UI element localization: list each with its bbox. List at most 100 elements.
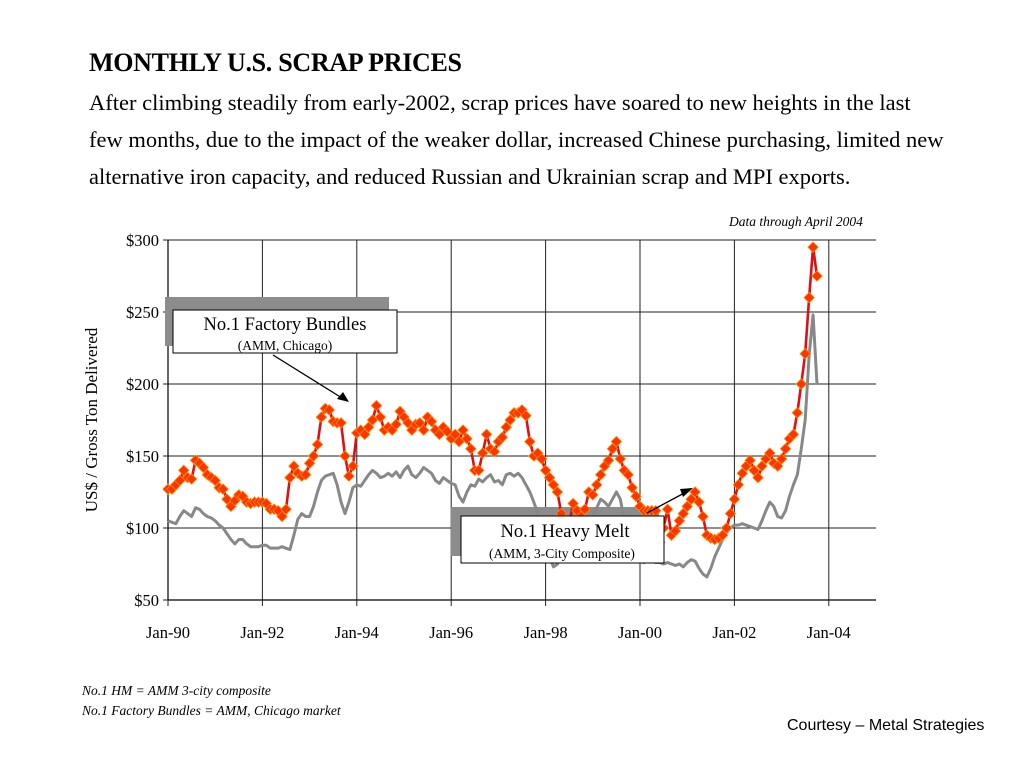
factory-bundles-point xyxy=(370,399,383,412)
factory-bundles-point xyxy=(736,467,749,480)
heavy-melt-arrowhead-icon xyxy=(680,488,693,497)
courtesy-credit: Courtesy – Metal Strategies xyxy=(787,717,985,734)
y-axis-label: US$ / Gross Ton Delivered xyxy=(82,327,101,512)
factory-bundles-point xyxy=(547,479,560,491)
factory-bundles-point xyxy=(673,515,686,527)
heavy-melt-sublabel: (AMM, 3-City Composite) xyxy=(489,546,635,561)
factory-bundles-point xyxy=(779,443,792,455)
factory-bundles-point xyxy=(791,407,804,419)
factory-bundles-point xyxy=(610,435,623,448)
factory-bundles-point xyxy=(764,447,776,459)
factory-bundles-point xyxy=(347,460,359,472)
factory-bundles-point xyxy=(728,493,741,505)
factory-bundles-point xyxy=(602,454,615,467)
x-tick-label: Jan-94 xyxy=(335,623,379,642)
factory-bundles-point xyxy=(276,510,288,523)
data-through-note: Data through April 2004 xyxy=(729,214,863,229)
factory-bundles-point xyxy=(315,411,328,423)
factory-bundles-point xyxy=(744,454,756,467)
heavy-melt-series xyxy=(167,313,819,579)
factory-bundles-point xyxy=(677,507,690,520)
factory-bundles-point xyxy=(177,464,190,477)
y-tick-label: $300 xyxy=(126,231,159,250)
factory-bundles-point xyxy=(524,435,536,448)
factory-bundles-point xyxy=(461,432,473,445)
factory-bundles-point xyxy=(614,453,627,465)
y-tick-label: $50 xyxy=(134,591,159,610)
factory-bundles-point xyxy=(771,460,784,472)
factory-bundles-point xyxy=(567,497,579,510)
factory-bundles-point xyxy=(720,522,733,534)
heavy-melt-arrow xyxy=(646,490,689,514)
factory-bundles-point xyxy=(807,241,819,253)
factory-bundles-point xyxy=(284,471,296,484)
factory-bundles-point xyxy=(280,503,292,516)
factory-bundles-point xyxy=(335,417,347,429)
footnote-bundles: No.1 Factory Bundles = AMM, Chicago mark… xyxy=(82,703,341,718)
factory-bundles-point xyxy=(488,445,501,458)
factory-bundles-point xyxy=(323,404,336,416)
factory-bundles-point xyxy=(221,493,233,505)
factory-bundles-point xyxy=(669,525,682,537)
factory-bundles-point xyxy=(374,411,387,423)
factory-bundles-point xyxy=(457,424,469,436)
factory-bundles-point xyxy=(626,481,638,494)
bundles-arrowhead-icon xyxy=(337,392,349,402)
factory-bundles-point xyxy=(472,464,485,477)
factory-bundles-point xyxy=(811,270,823,282)
x-tick-label: Jan-00 xyxy=(618,623,662,642)
factory-bundles-point xyxy=(311,438,324,451)
factory-bundles-point xyxy=(217,483,229,495)
y-tick-label: $150 xyxy=(126,447,159,466)
factory-bundles-point xyxy=(500,421,513,433)
factory-bundles-point xyxy=(630,490,642,503)
factory-bundles-point xyxy=(504,414,516,426)
factory-bundles-point xyxy=(716,529,729,541)
heavy-melt-label-box xyxy=(460,515,665,564)
x-tick-label: Jan-04 xyxy=(807,623,851,642)
factory-bundles-point xyxy=(480,428,493,441)
factory-bundles-point xyxy=(661,503,674,516)
factory-bundles-point xyxy=(449,428,461,441)
factory-bundles-point xyxy=(732,479,745,491)
factory-bundles-point xyxy=(606,443,619,455)
y-tick-label: $200 xyxy=(126,375,159,394)
factory-bundles-point xyxy=(587,489,599,501)
bundles-label-box xyxy=(172,309,398,354)
factory-bundles-point xyxy=(579,503,591,516)
factory-bundles-point xyxy=(551,486,564,498)
factory-bundles-point xyxy=(803,291,815,304)
factory-bundles-point xyxy=(425,415,438,428)
factory-bundles-point xyxy=(535,453,548,465)
factory-bundles-line xyxy=(168,245,819,544)
factory-bundles-point xyxy=(358,428,371,441)
factory-bundles-point xyxy=(590,479,603,491)
factory-bundles-point xyxy=(417,424,430,436)
heavy-melt-line xyxy=(167,313,819,579)
factory-bundles-point xyxy=(390,418,402,431)
factory-bundles-point xyxy=(539,464,552,477)
factory-bundles-point xyxy=(343,470,355,482)
factory-bundles-point xyxy=(185,473,198,485)
heavy-melt-label: No.1 Heavy Melt xyxy=(501,522,631,542)
x-tick-label: Jan-90 xyxy=(146,623,190,642)
factory-bundles-point xyxy=(787,428,800,441)
bundles-sublabel: (AMM, Chicago) xyxy=(238,338,333,353)
factory-bundles-point xyxy=(724,507,737,520)
factory-bundles-point xyxy=(795,378,808,390)
factory-bundles-point xyxy=(520,409,532,422)
footnotes: No.1 HM = AMM 3-city composite No.1 Fact… xyxy=(82,681,341,721)
x-tick-label: Jan-92 xyxy=(240,623,284,642)
bundles-annotation: No.1 Factory Bundles (AMM, Chicago) xyxy=(172,309,398,402)
y-tick-label: $250 xyxy=(126,303,159,322)
x-axis: Jan-90 Jan-92 Jan-94 Jan-96 Jan-98 Jan-00 Jan-… xyxy=(146,600,851,642)
factory-bundles-point xyxy=(197,461,210,474)
factory-bundles-point xyxy=(799,347,811,360)
page-title: MONTHLY U.S. SCRAP PRICES xyxy=(89,48,462,77)
factory-bundles-point xyxy=(756,460,768,472)
factory-bundles-point xyxy=(496,431,509,444)
factory-bundles-point xyxy=(693,496,705,508)
factory-bundles-point xyxy=(689,486,701,498)
factory-bundles-point xyxy=(307,450,320,462)
